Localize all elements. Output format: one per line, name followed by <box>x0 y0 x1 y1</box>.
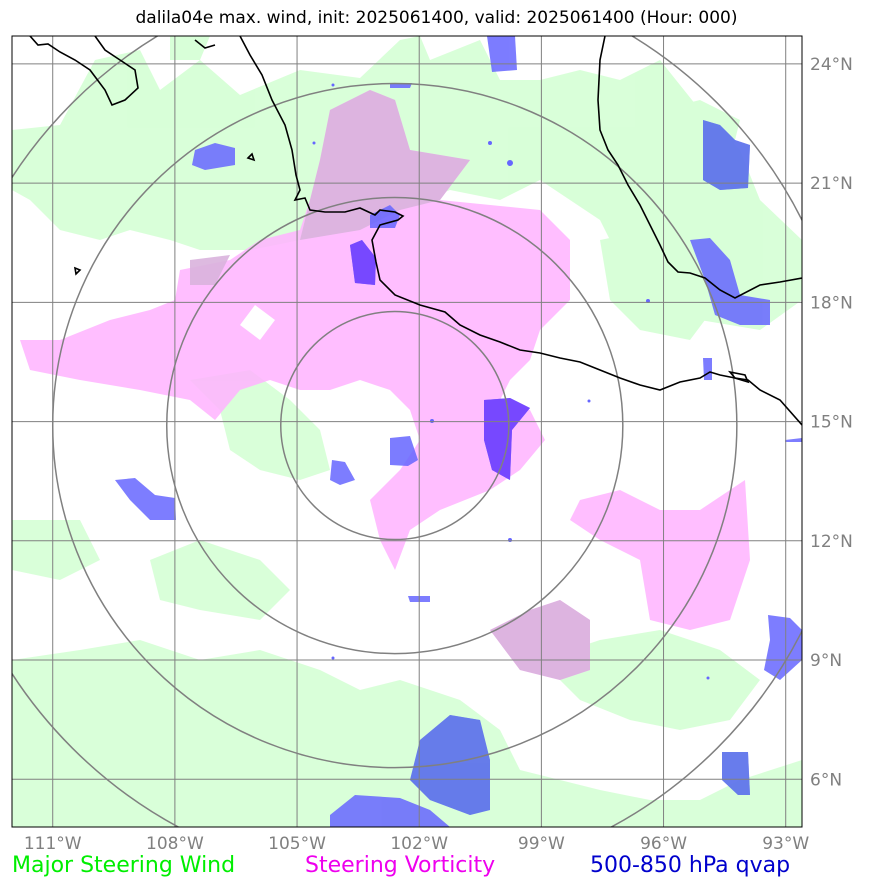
lon-tick-label: 108°W <box>146 834 204 854</box>
range-rings <box>12 36 802 827</box>
lat-tick-label: 24°N <box>810 55 853 75</box>
lat-tick-label: 9°N <box>810 651 842 671</box>
map-layers <box>12 36 802 827</box>
lon-tick-label: 105°W <box>268 834 326 854</box>
qvap-vorticity-overlap <box>350 240 530 480</box>
lat-tick-label: 12°N <box>810 532 853 552</box>
lon-tick-label: 93°W <box>762 834 809 854</box>
lat-tick-label: 18°N <box>810 293 853 313</box>
legend-steering-wind: Major Steering Wind <box>12 853 236 878</box>
longitude-ticks: 111°W 108°W 105°W 102°W 99°W 96°W 93°W <box>24 834 810 854</box>
range-ring <box>165 196 624 655</box>
qvap-wind-overlap <box>410 120 750 815</box>
range-ring <box>51 82 738 769</box>
lon-tick-label: 111°W <box>24 834 82 854</box>
steering-wind-layer <box>12 36 802 827</box>
map-title: dalila04e max. wind, init: 2025061400, v… <box>135 8 738 28</box>
lon-tick-label: 96°W <box>640 834 687 854</box>
map-frame <box>11 35 803 828</box>
legend-qvap: 500-850 hPa qvap <box>590 853 791 878</box>
vorticity-gaps <box>240 305 275 340</box>
latitude-ticks: 24°N 21°N 18°N 15°N 12°N 9°N 6°N <box>810 55 853 790</box>
range-ring <box>280 310 510 541</box>
lat-tick-label: 15°N <box>810 413 853 433</box>
lon-tick-label: 102°W <box>390 834 448 854</box>
lon-tick-label: 99°W <box>518 834 565 854</box>
lat-tick-label: 21°N <box>810 174 853 194</box>
coastline <box>29 36 802 426</box>
legend-steering-vorticity: Steering Vorticity <box>305 853 496 878</box>
lat-tick-label: 6°N <box>810 770 842 790</box>
